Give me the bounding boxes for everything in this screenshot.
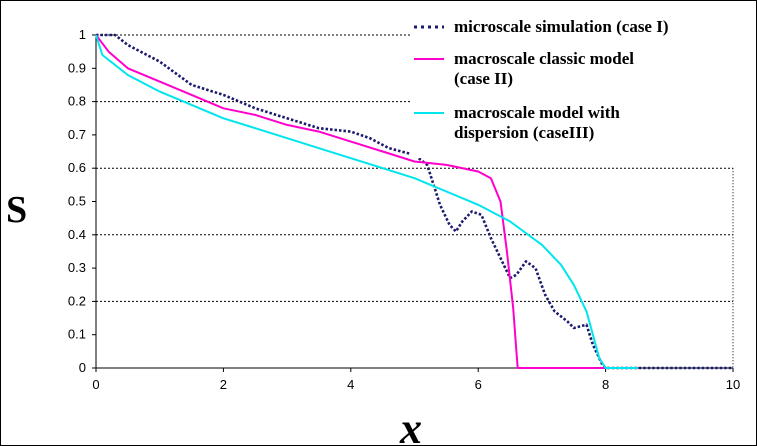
legend-label-2: macroscale classic model (454, 49, 634, 68)
series-line-3 (95, 34, 638, 369)
y-tick-label: 0.6 (68, 160, 86, 175)
x-axis-label: x (399, 404, 422, 446)
legend-label-1: microscale simulation (case I) (454, 17, 669, 36)
x-tick-label: 10 (726, 377, 740, 392)
y-tick-label: 0.4 (68, 227, 86, 242)
y-tick-label: 0.8 (68, 94, 86, 109)
y-tick-label: 0.3 (68, 260, 86, 275)
y-tick-label: 0.2 (68, 293, 86, 308)
x-tick-label: 0 (92, 377, 99, 392)
y-tick-label: 0.1 (68, 327, 86, 342)
legend-label-3: dispersion (caseIII) (454, 123, 594, 142)
gridlines (96, 34, 734, 368)
y-tick-label: 0.5 (68, 194, 86, 209)
series-line-1 (96, 33, 733, 370)
y-tick-label: 0.7 (68, 127, 86, 142)
x-tick-label: 6 (475, 377, 482, 392)
x-tick-label: 8 (602, 377, 609, 392)
legend-label-2: (case II) (454, 69, 513, 88)
y-axis-label: S (6, 189, 27, 231)
x-tick-label: 2 (220, 377, 227, 392)
legend-label-3: macroscale model with (454, 103, 620, 122)
series-line-2 (95, 34, 606, 369)
y-tick-label: 0.9 (68, 60, 86, 75)
legend-background (410, 12, 756, 158)
y-tick-label: 0 (79, 360, 86, 375)
legend: microscale simulation (case I) macroscale… (410, 12, 756, 158)
tick-labels: 00.10.20.30.40.50.60.70.80.910 2 4 6 8 10 (68, 27, 740, 392)
x-tick-label: 4 (347, 377, 354, 392)
series-lines (95, 33, 733, 370)
y-tick-label: 1 (79, 27, 86, 42)
